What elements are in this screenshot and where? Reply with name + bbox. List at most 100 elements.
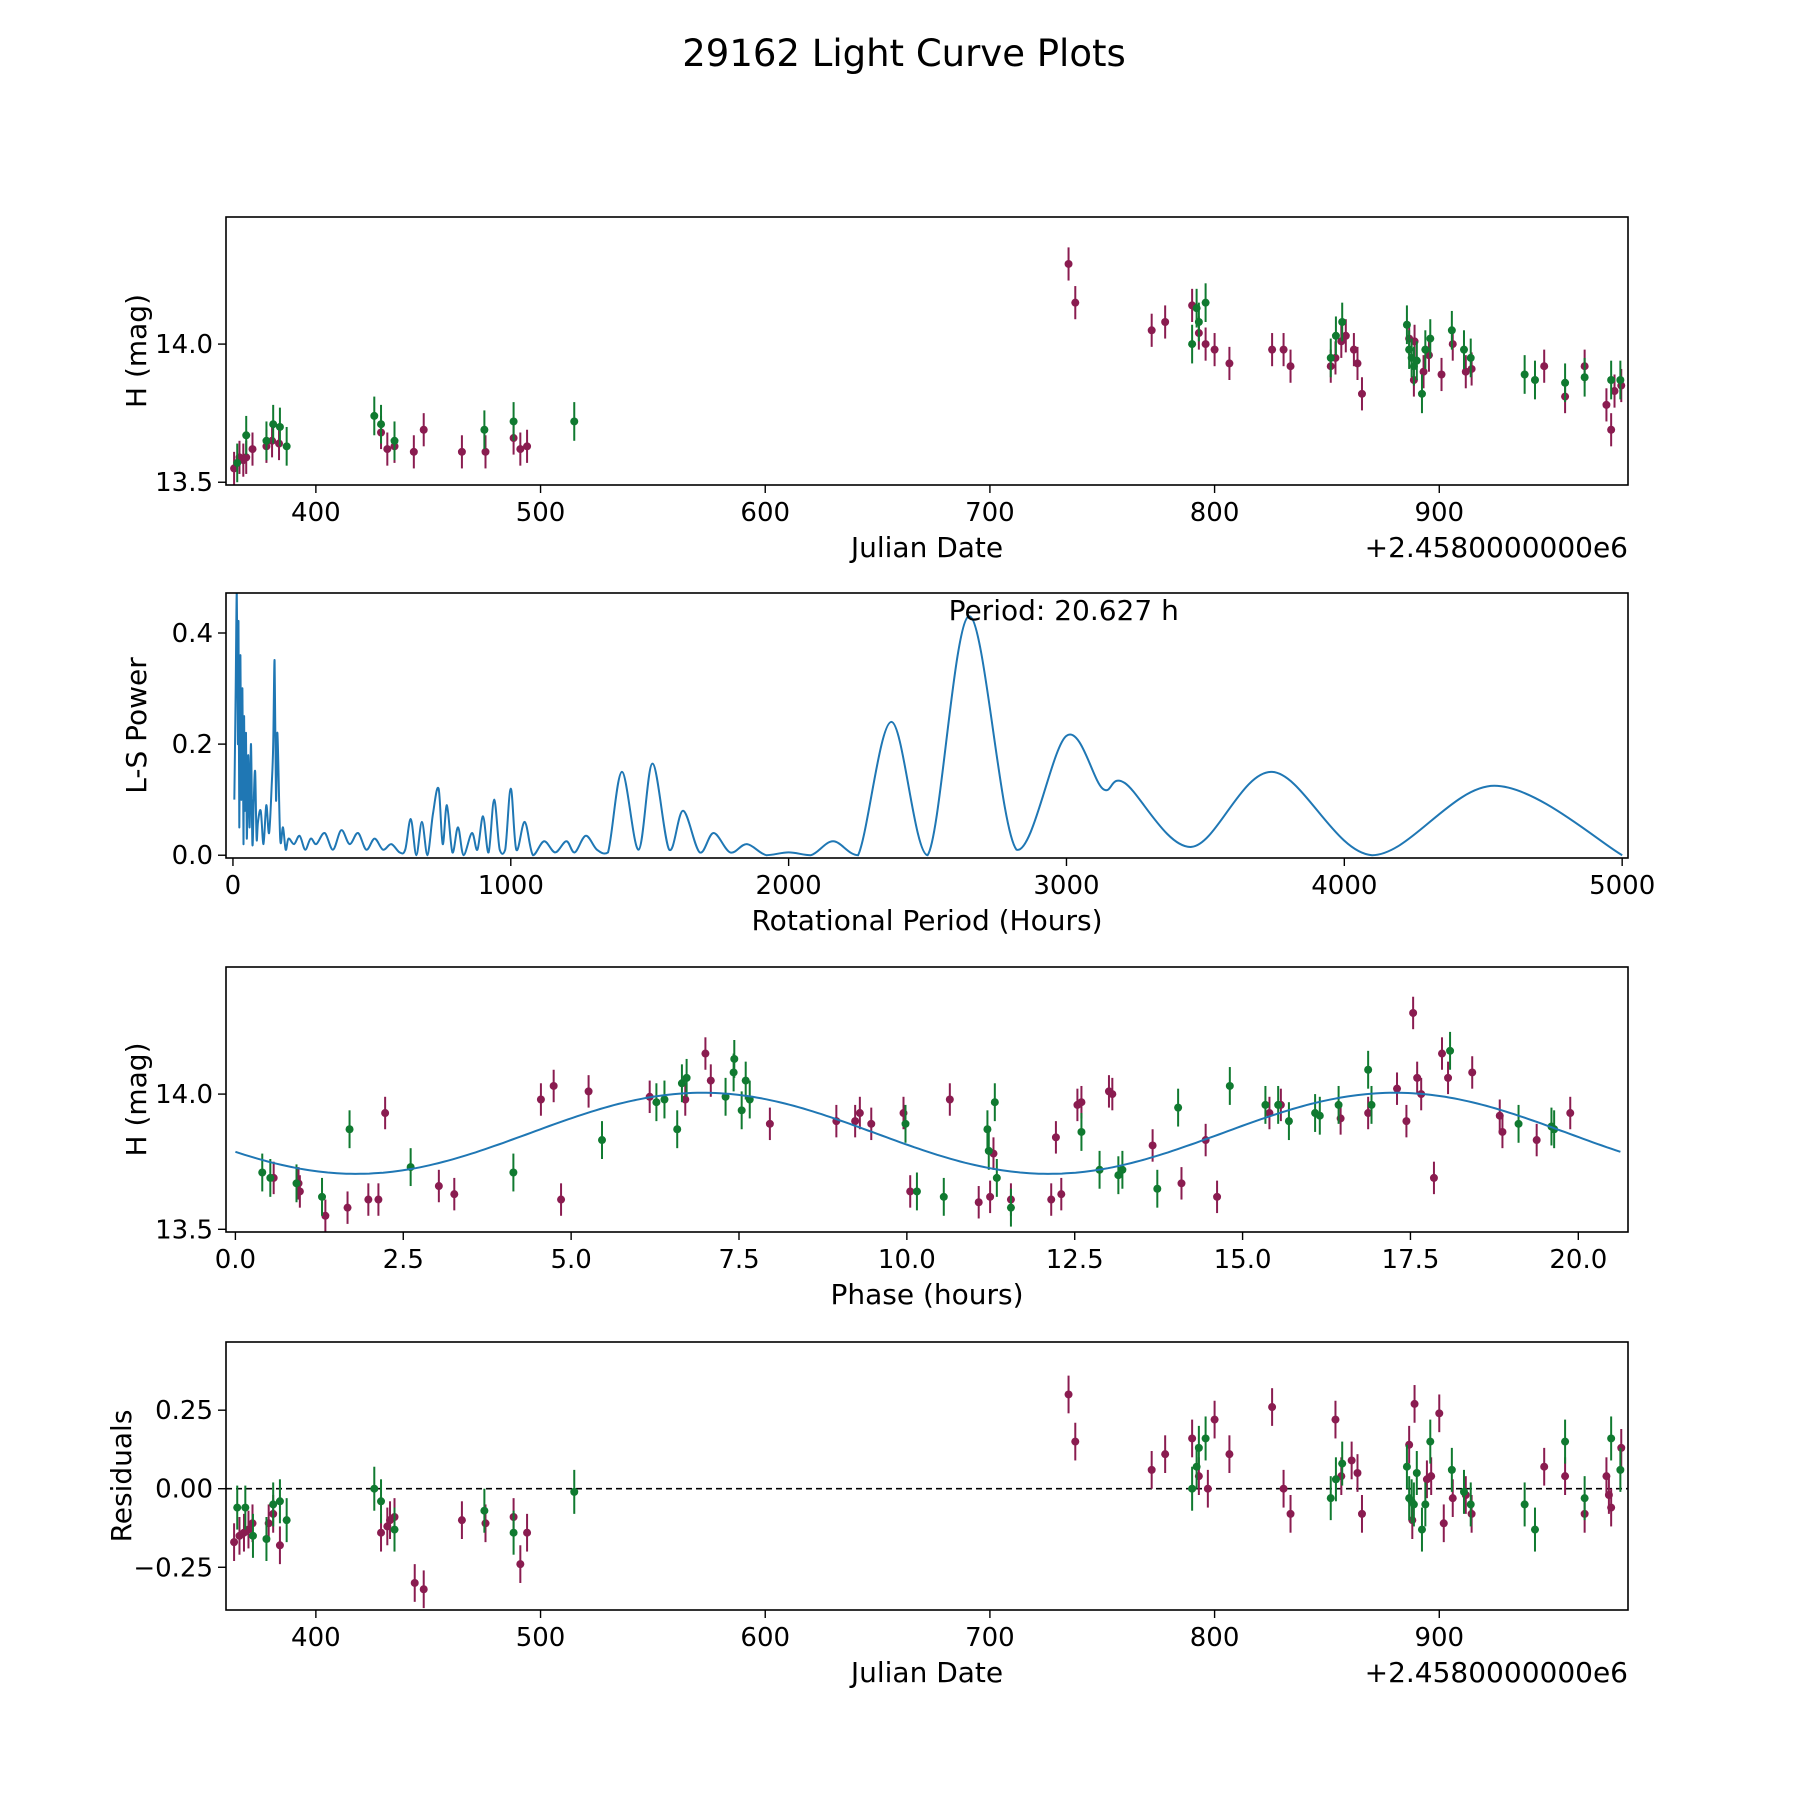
data-point-green [480,425,489,434]
data-point-green [1607,1434,1616,1443]
data-point-green [682,1073,691,1082]
data-point-green [1331,1475,1340,1484]
data-point-purple [1468,1068,1477,1077]
y-tick-label: 13.5 [155,468,213,498]
data-point-purple [986,1192,995,1201]
x-tick-label: 700 [965,1623,1015,1653]
data-point-purple [1161,317,1170,326]
data-point-green [1580,373,1589,382]
data-point-green [258,1168,267,1177]
data-point-purple [701,1049,710,1058]
data-point-green [912,1187,921,1196]
data-point-green [1402,1462,1411,1471]
data-point-green [983,1125,992,1134]
data-point-purple [244,1525,253,1534]
data-point-purple [1364,1109,1373,1118]
data-point-purple [275,1541,284,1550]
x-tick-label: 5000 [1589,871,1655,901]
data-point-purple [1413,1073,1422,1082]
data-point-purple [1210,1415,1219,1424]
data-point-green [1118,1165,1127,1174]
x-tick-label: 900 [1414,498,1464,528]
data-point-purple [549,1081,558,1090]
data-point-green [233,1503,242,1512]
data-point-purple [1393,1084,1402,1093]
y-tick-label: 14.0 [155,330,213,360]
data-point-green [1338,1459,1347,1468]
y-tick-label: 0.0 [172,841,213,871]
data-point-purple [855,1109,864,1118]
data-point-green [737,1106,746,1115]
lightcurve-plot-area [230,247,1626,485]
data-point-green [1421,345,1430,354]
x-tick-label: 800 [1190,498,1240,528]
data-point-purple [343,1203,352,1212]
periodogram-axes: Period: 20.627 h 0 1000 2000 3000 4000 5000 0.0… [120,592,1655,937]
data-point-green [1616,376,1625,385]
data-point-purple [1435,1409,1444,1418]
data-point-green [390,1525,399,1534]
data-point-purple [1051,1133,1060,1142]
data-point-green [1466,1500,1475,1509]
data-point-green [1274,1100,1283,1109]
data-point-green [1194,1443,1203,1452]
x-axis-label: Rotational Period (Hours) [751,904,1102,937]
data-point-green [370,1484,379,1493]
data-point-purple [230,1538,239,1547]
data-point-green [570,417,579,426]
data-point-purple [974,1198,983,1207]
data-point-purple [419,1585,428,1594]
data-point-purple [1444,1073,1453,1082]
data-point-purple [1532,1136,1541,1145]
data-point-purple [1540,1462,1549,1471]
phased-frame [225,966,1629,1233]
data-point-green [269,420,278,429]
data-point-purple [242,453,251,462]
data-point-green [1447,1465,1456,1474]
data-point-purple [377,1528,386,1537]
residuals-axes: 400 500 600 700 800 900 −0.25 0.00 0.25 Julian Da… [105,1341,1629,1689]
data-point-purple [1225,359,1234,368]
data-point-purple [1108,1090,1117,1099]
data-point-purple [1279,1484,1288,1493]
data-point-purple [374,1195,383,1204]
data-point-green [1284,1117,1293,1126]
data-point-purple [523,1528,532,1537]
data-point-purple [1357,1509,1366,1518]
x-tick-label: 10.0 [878,1245,936,1275]
data-point-purple [1561,1472,1570,1481]
data-point-green [1426,1437,1435,1446]
data-point-green [480,1506,489,1515]
data-point-green [292,1179,301,1188]
data-point-purple [1268,345,1277,354]
data-point-green [318,1192,327,1201]
data-point-purple [481,1519,490,1528]
x-tick-label: 12.5 [1046,1245,1104,1275]
data-point-green [598,1136,607,1145]
data-point-purple [1353,359,1362,368]
data-point-purple [409,447,418,456]
data-point-green [1514,1119,1523,1128]
data-point-purple [383,445,392,454]
data-point-purple [584,1087,593,1096]
data-point-purple [1188,1434,1197,1443]
data-point-green [1466,353,1475,362]
x-tick-label: 2.5 [383,1245,424,1275]
x-tick-label: 3000 [1033,871,1099,901]
data-point-green [390,436,399,445]
y-tick-label: 0.00 [155,1475,213,1505]
data-point-green [1331,331,1340,340]
data-point-purple [1064,259,1073,268]
data-point-green [266,1173,275,1182]
data-point-purple [765,1119,774,1128]
data-point-purple [523,442,532,451]
data-point-purple [1540,362,1549,371]
data-point-green [1153,1184,1162,1193]
data-point-purple [1047,1195,1056,1204]
data-point-green [1367,1100,1376,1109]
periodogram-line [233,593,1623,857]
data-point-green [377,1497,386,1506]
data-point-green [1188,340,1197,349]
data-point-purple [557,1195,566,1204]
data-point-green [1459,345,1468,354]
